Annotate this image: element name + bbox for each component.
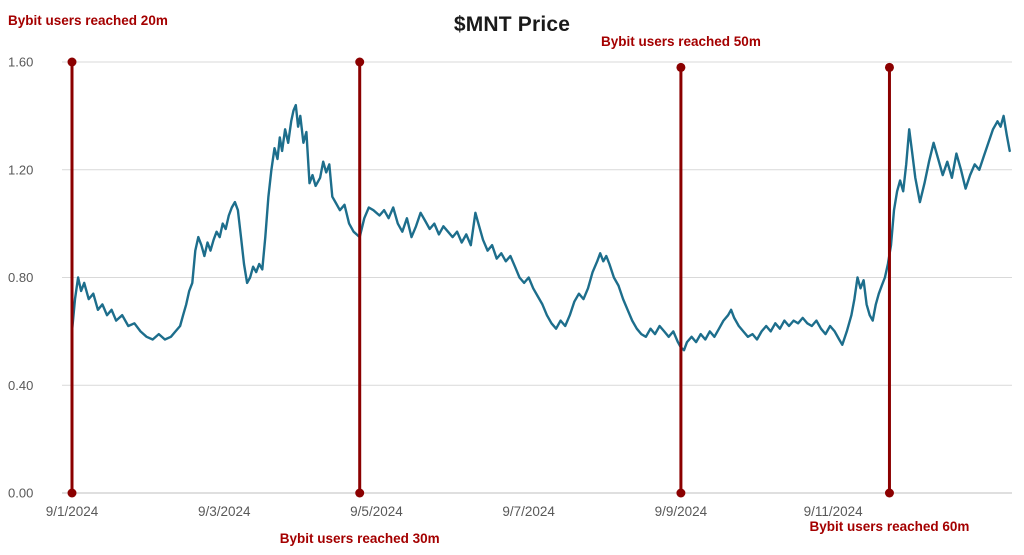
y-tick-label: 0.00 bbox=[8, 486, 33, 501]
y-gridlines bbox=[62, 61, 1012, 494]
annotation-dot-top bbox=[676, 62, 686, 72]
y-tick-label: 0.80 bbox=[8, 270, 33, 285]
annotation-label-50m: Bybit users reached 50m bbox=[600, 34, 761, 49]
annotation-dot-bottom bbox=[355, 488, 365, 498]
annotation-dot-bottom bbox=[884, 488, 894, 498]
x-tick-label: 9/7/2024 bbox=[502, 504, 555, 519]
annotation-dot-bottom bbox=[676, 488, 686, 498]
annotation-dot-top bbox=[355, 57, 365, 67]
y-axis-labels: 0.00 0.40 0.80 1.20 1.60 bbox=[8, 55, 33, 501]
annotation-dot-bottom bbox=[67, 488, 77, 498]
price-line bbox=[70, 103, 1011, 352]
x-axis-labels: 9/1/2024 9/3/2024 9/5/2024 9/7/2024 9/9/2024… bbox=[46, 504, 863, 519]
annotation-label-60m: Bybit users reached 60m bbox=[809, 519, 970, 534]
x-tick-label: 9/3/2024 bbox=[198, 504, 251, 519]
x-tick-label: 9/9/2024 bbox=[655, 504, 708, 519]
y-tick-label: 1.20 bbox=[8, 162, 33, 177]
annotation-label-20m: Bybit users reached 20m bbox=[8, 13, 168, 28]
x-tick-label: 9/11/2024 bbox=[804, 504, 864, 519]
annotation-dot-top bbox=[67, 57, 77, 67]
annotation-lines bbox=[67, 57, 894, 498]
annotation-label-30m: Bybit users reached 30m bbox=[279, 531, 440, 546]
y-tick-label: 0.40 bbox=[8, 378, 33, 393]
x-tick-label: 9/1/2024 bbox=[46, 504, 99, 519]
price-series-path bbox=[70, 103, 1011, 352]
y-tick-label: 1.60 bbox=[8, 55, 33, 70]
annotation-dot-top bbox=[884, 62, 894, 72]
x-tick-label: 9/5/2024 bbox=[350, 504, 403, 519]
chart-title: $MNT Price bbox=[453, 13, 571, 36]
